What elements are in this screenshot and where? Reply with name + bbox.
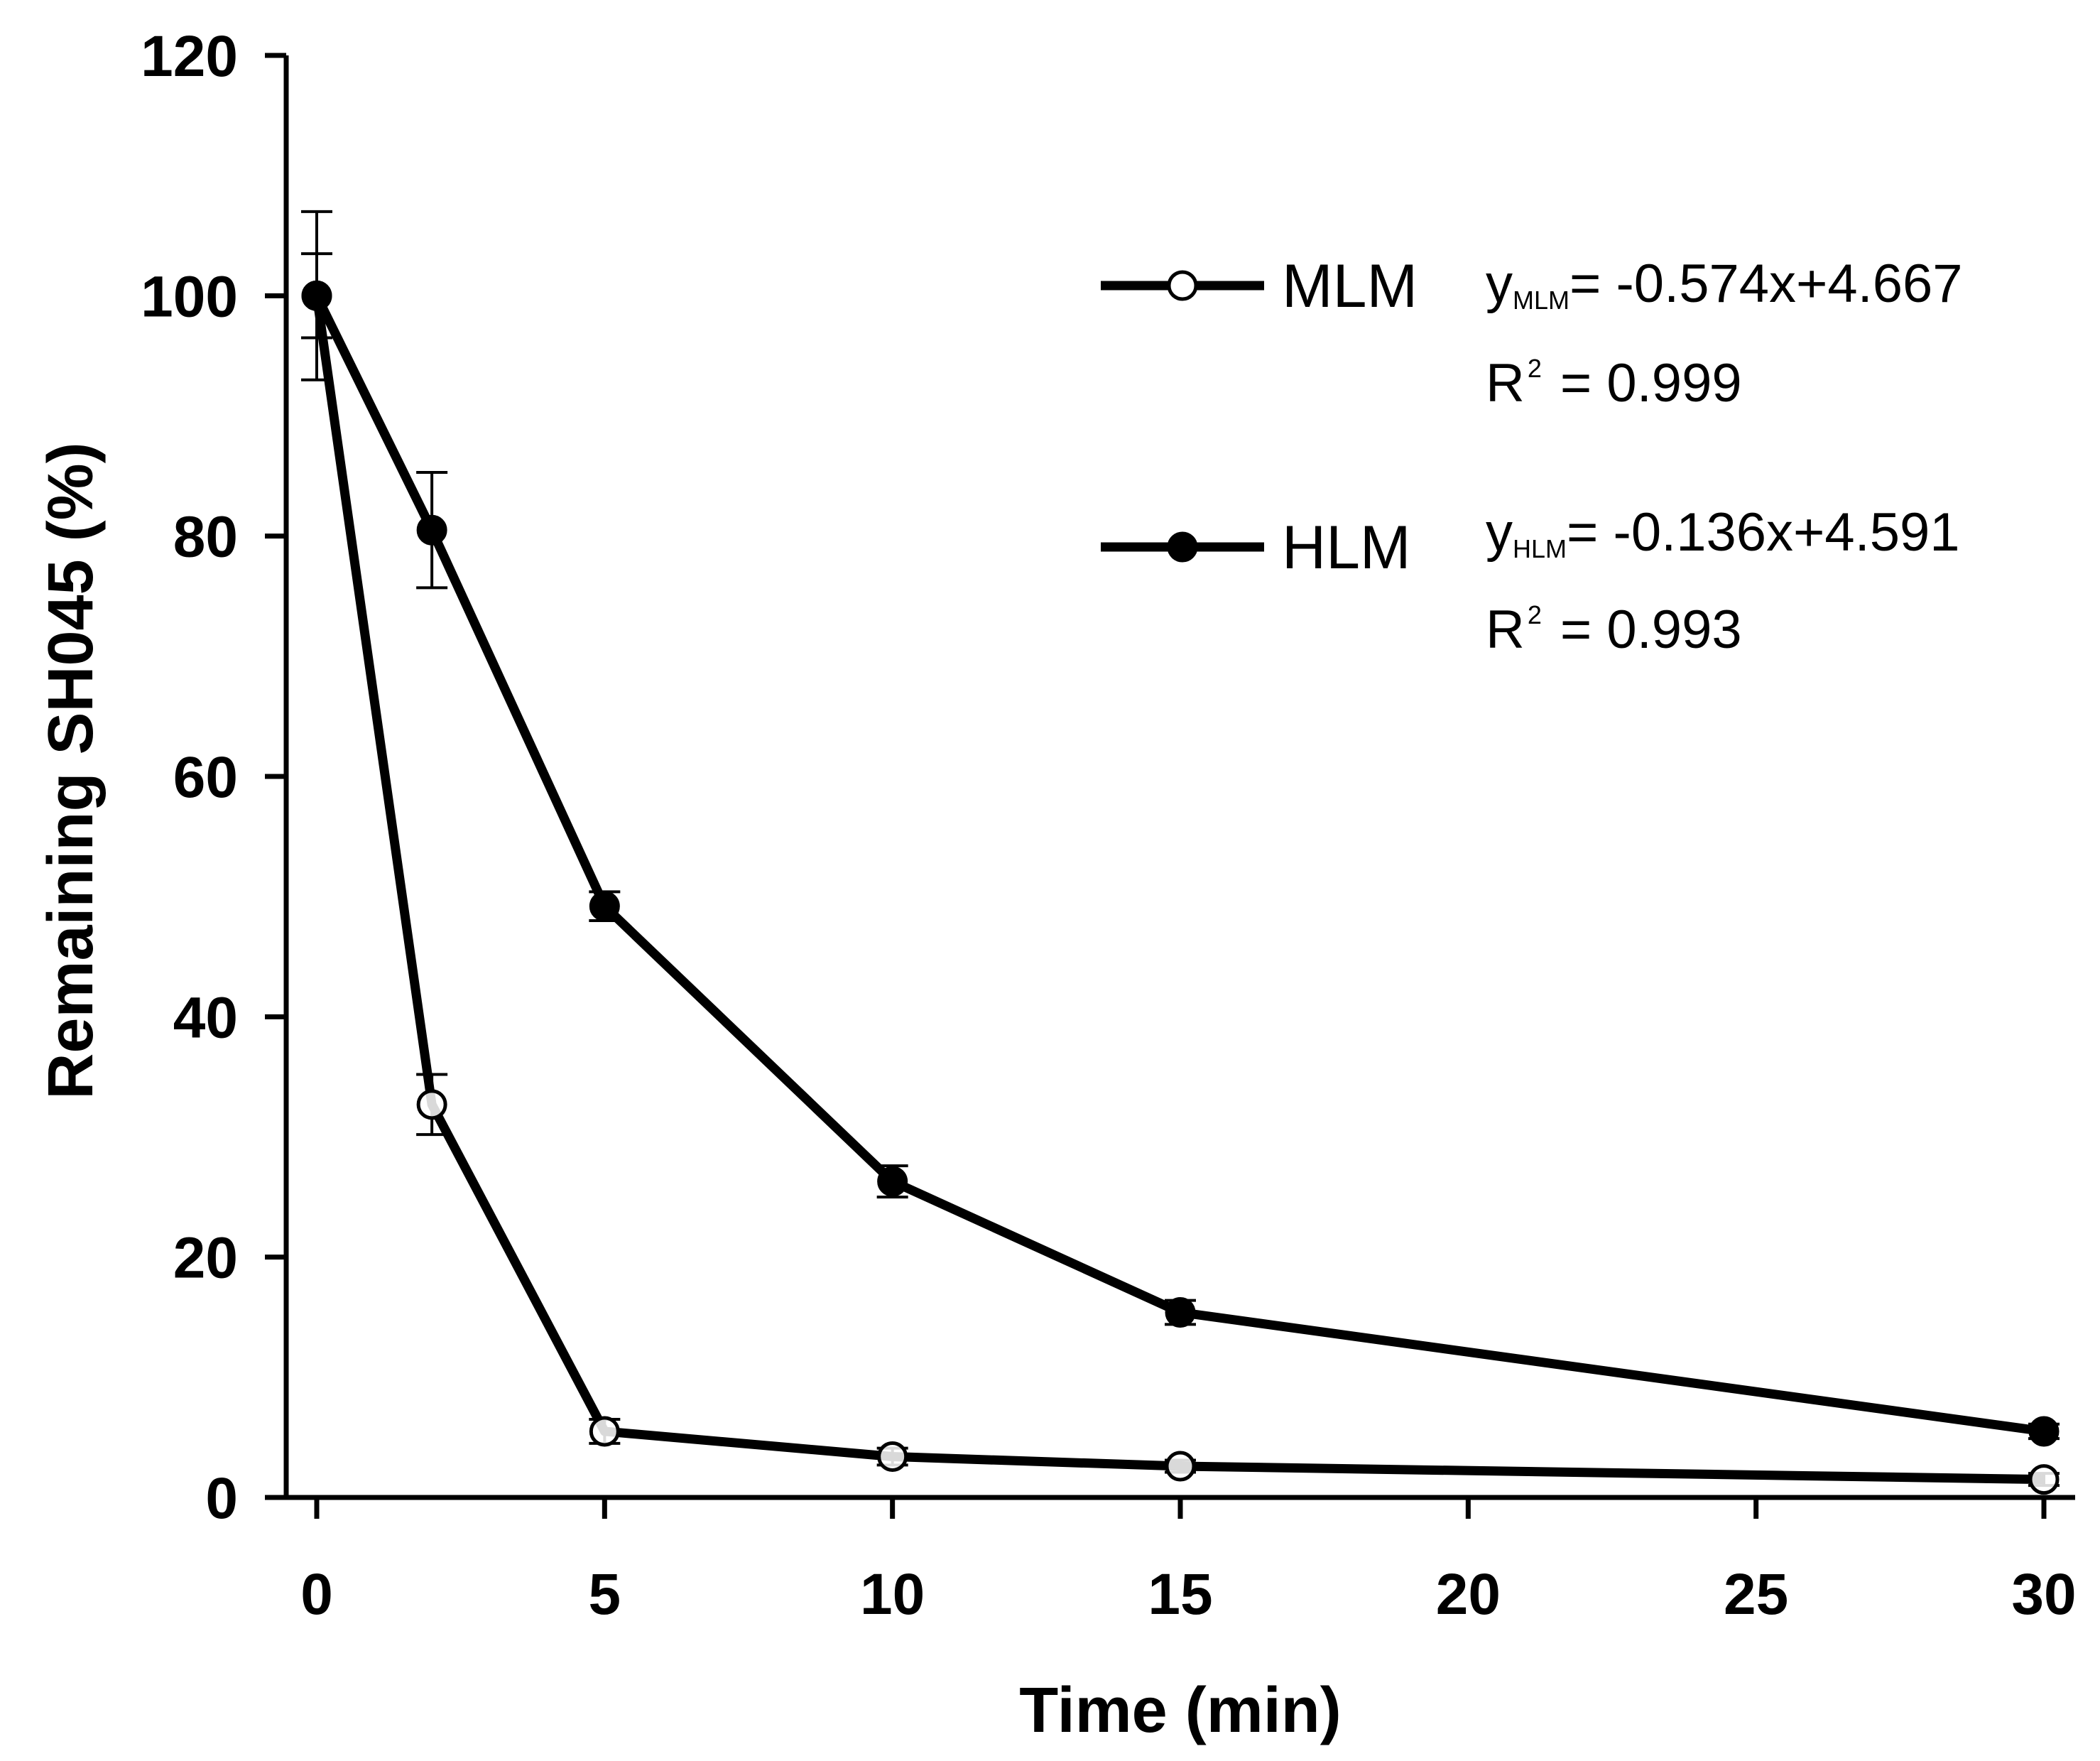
- equation-hlm: yHLM= -0.136x+4.591 R 2 = 0.993: [1486, 502, 1960, 660]
- equation-mlm-line: yMLM= -0.574x+4.667: [1486, 254, 1963, 315]
- data-point-mlm: [416, 1089, 447, 1120]
- x-axis-title: Time (min): [1019, 1675, 1341, 1746]
- equation-hlm-rhs: = -0.136x+4.591: [1567, 502, 1960, 563]
- data-point-mlm: [2028, 1464, 2060, 1495]
- data-point-mlm: [877, 1441, 908, 1472]
- legend-label-mlm: MLM: [1282, 252, 1418, 320]
- r2-hlm-rhs: = 0.993: [1560, 600, 1742, 660]
- data-point-hlm: [1165, 1296, 1196, 1328]
- x-tick-label: 30: [2011, 1562, 2076, 1627]
- y-tick-label: 120: [141, 24, 238, 89]
- y-tick-label: 80: [173, 505, 238, 570]
- y-ticks: 0 20 40 60 80 100 120: [141, 24, 286, 1531]
- legend-entry-mlm: MLM: [1101, 252, 1418, 320]
- y-tick-label: 40: [173, 985, 238, 1050]
- x-tick-label: 5: [589, 1562, 621, 1627]
- legend-marker-mlm: [1167, 270, 1198, 301]
- r2-mlm-sup: 2: [1528, 354, 1542, 383]
- equation-mlm-y: y: [1486, 254, 1513, 314]
- series-line-hlm: [312, 293, 2045, 1436]
- x-ticks: 0 5 10 15 20 25 30: [300, 1497, 2077, 1627]
- legend-marker-hlm: [1167, 531, 1198, 563]
- data-point-hlm: [301, 280, 332, 311]
- y-tick-label: 100: [141, 264, 238, 329]
- legend-entry-hlm: HLM: [1101, 514, 1411, 582]
- x-tick-label: 15: [1148, 1562, 1212, 1627]
- data-point-hlm: [589, 891, 620, 922]
- x-tick-label: 10: [860, 1562, 925, 1627]
- y-tick-label: 0: [205, 1466, 238, 1531]
- x-tick-label: 20: [1436, 1562, 1501, 1627]
- data-point-mlm: [589, 1416, 620, 1447]
- r2-hlm-base: R: [1486, 600, 1525, 660]
- x-tick-label: 25: [1724, 1562, 1788, 1627]
- r2-mlm-base: R: [1486, 353, 1525, 413]
- equation-hlm-sub: HLM: [1513, 534, 1567, 563]
- r2-mlm-line: R 2 = 0.999: [1486, 353, 1742, 413]
- y-axis-title: Remaining SH045 (%): [36, 442, 107, 1099]
- data-point-hlm: [877, 1166, 908, 1197]
- r2-hlm-line: R 2 = 0.993: [1486, 600, 1742, 660]
- y-tick-label: 20: [173, 1226, 238, 1291]
- legend-label-hlm: HLM: [1282, 514, 1411, 582]
- data-point-mlm: [1165, 1451, 1196, 1482]
- series-line-mlm: [312, 295, 2045, 1485]
- data-point-hlm: [416, 514, 447, 546]
- r2-mlm-rhs: = 0.999: [1560, 353, 1742, 413]
- legend: MLM yMLM= -0.574x+4.667 R 2 = 0.999 HLM yH…: [1101, 252, 1963, 660]
- y-tick-label: 60: [173, 745, 238, 810]
- data-point-hlm: [2028, 1416, 2060, 1447]
- series-hlm: [301, 252, 2060, 1447]
- equation-mlm: yMLM= -0.574x+4.667 R 2 = 0.999: [1486, 254, 1963, 413]
- series-layer: [301, 210, 2060, 1495]
- r2-hlm-sup: 2: [1528, 600, 1542, 629]
- x-tick-label: 0: [300, 1562, 333, 1627]
- equation-mlm-sub: MLM: [1513, 286, 1569, 315]
- equation-hlm-y: y: [1486, 502, 1513, 563]
- equation-mlm-rhs: = -0.574x+4.667: [1569, 254, 1963, 314]
- equation-hlm-line: yHLM= -0.136x+4.591: [1486, 502, 1960, 563]
